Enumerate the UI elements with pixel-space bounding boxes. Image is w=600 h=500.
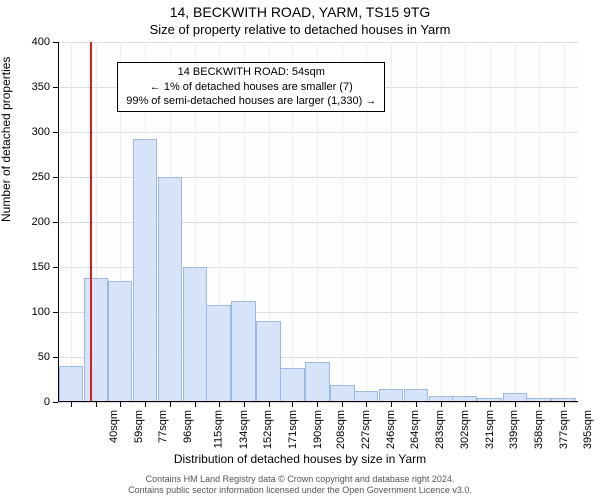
histogram-bar [59,366,84,402]
x-tick-mark [564,402,565,407]
histogram-bar [330,385,355,402]
histogram-bar [133,139,158,402]
y-tick-label: 200 [0,216,50,228]
histogram-bar [231,301,256,402]
x-tick-mark [120,402,121,407]
x-tick-label: 208sqm [335,410,347,449]
x-tick-label: 395sqm [582,410,594,449]
x-tick-mark [244,402,245,407]
x-tick-label: 115sqm [212,410,224,448]
x-tick-mark [515,402,516,407]
x-tick-mark [145,402,146,407]
gridline-v [539,42,540,402]
x-tick-mark [71,402,72,407]
gridline-v [465,42,466,402]
property-marker-line [90,42,92,402]
y-tick-mark [53,312,58,313]
x-tick-label: 190sqm [312,410,324,449]
gridline-v [441,42,442,402]
annotation-line: ← 1% of detached houses are smaller (7) [126,80,376,95]
y-tick-mark [53,87,58,88]
x-tick-label: 246sqm [385,410,397,449]
x-tick-mark [441,402,442,407]
x-tick-label: 59sqm [133,410,145,443]
histogram-bar [183,267,208,402]
x-tick-label: 377sqm [558,410,570,449]
x-tick-label: 264sqm [409,410,421,449]
annotation-box: 14 BECKWITH ROAD: 54sqm← 1% of detached … [117,62,385,113]
x-tick-label: 134sqm [238,410,250,449]
y-tick-mark [53,267,58,268]
gridline-v [490,42,491,402]
histogram-bar [108,281,133,403]
x-tick-label: 302sqm [459,410,471,449]
chart-subtitle: Size of property relative to detached ho… [0,22,600,37]
x-tick-mark [170,402,171,407]
x-tick-mark [96,402,97,407]
y-tick-mark [53,132,58,133]
y-tick-label: 100 [0,306,50,318]
histogram-bar [206,305,231,402]
y-tick-label: 350 [0,81,50,93]
y-tick-label: 300 [0,126,50,138]
histogram-bar [305,362,330,403]
histogram-bar [84,278,109,402]
annotation-line: 99% of semi-detached houses are larger (… [126,94,376,109]
histogram-bar [256,321,281,402]
x-axis-label: Distribution of detached houses by size … [0,452,600,466]
x-tick-mark [465,402,466,407]
x-tick-mark [219,402,220,407]
y-tick-label: 0 [0,396,50,408]
gridline-v [71,42,72,402]
x-tick-label: 96sqm [182,410,194,443]
x-tick-mark [416,402,417,407]
y-tick-mark [53,402,58,403]
plot-area: 14 BECKWITH ROAD: 54sqm← 1% of detached … [58,42,578,402]
x-tick-mark [292,402,293,407]
credit-text: Contains HM Land Registry data © Crown c… [0,474,600,496]
x-tick-mark [539,402,540,407]
y-tick-mark [53,222,58,223]
y-tick-mark [53,357,58,358]
gridline-v [515,42,516,402]
x-tick-label: 321sqm [484,410,496,449]
y-tick-label: 150 [0,261,50,273]
x-tick-mark [269,402,270,407]
x-tick-mark [366,402,367,407]
y-tick-label: 400 [0,36,50,48]
x-tick-label: 77sqm [157,410,169,443]
x-tick-mark [391,402,392,407]
x-tick-label: 283sqm [434,410,446,449]
y-tick-label: 50 [0,351,50,363]
annotation-line: 14 BECKWITH ROAD: 54sqm [126,65,376,80]
credit-line-1: Contains HM Land Registry data © Crown c… [146,474,455,484]
y-tick-mark [53,42,58,43]
x-tick-label: 227sqm [360,410,372,449]
y-axis-line [58,42,59,402]
x-tick-label: 40sqm [108,410,120,443]
gridline-v [564,42,565,402]
x-tick-label: 339sqm [508,410,520,449]
x-tick-label: 358sqm [533,410,545,449]
property-size-chart: 14, BECKWITH ROAD, YARM, TS15 9TG Size o… [0,0,600,500]
gridline-v [416,42,417,402]
y-tick-mark [53,177,58,178]
histogram-bar [280,368,305,402]
chart-title: 14, BECKWITH ROAD, YARM, TS15 9TG [0,4,600,20]
credit-line-2: Contains public sector information licen… [128,485,472,495]
y-tick-label: 250 [0,171,50,183]
gridline-v [391,42,392,402]
x-tick-mark [490,402,491,407]
x-tick-label: 152sqm [262,410,274,449]
x-tick-mark [317,402,318,407]
x-tick-mark [195,402,196,407]
x-tick-label: 171sqm [287,410,299,449]
histogram-bar [158,177,183,402]
x-tick-mark [342,402,343,407]
